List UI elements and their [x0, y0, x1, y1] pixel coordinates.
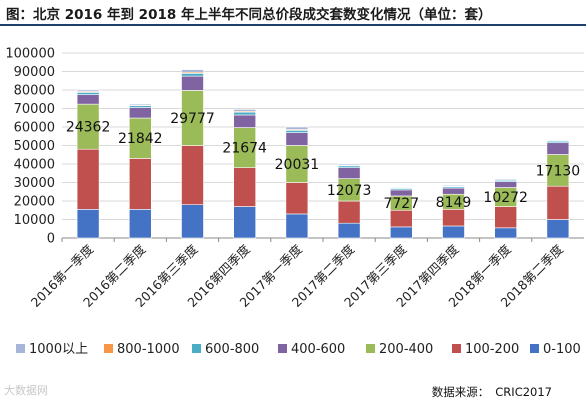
y-tick-label: 70000: [14, 102, 55, 117]
bar-segment: [181, 73, 204, 77]
bar-segment: [285, 182, 309, 215]
bar-segment: [181, 204, 204, 239]
legend-swatch: [16, 344, 25, 353]
title-divider: [0, 24, 586, 26]
source-value: CRIC2017: [495, 385, 552, 399]
bar-segment: [233, 167, 256, 207]
bar-segment: [389, 226, 413, 239]
data-label: 7727: [383, 196, 419, 212]
bar-segment: [233, 111, 256, 116]
bars: [76, 69, 570, 239]
y-tick-label: 10000: [14, 213, 55, 228]
data-label: 21842: [118, 131, 163, 147]
bar-segment: [337, 167, 361, 179]
bar-segment: [389, 186, 413, 189]
y-tick-label: 80000: [14, 84, 55, 99]
bar-segment: [546, 219, 570, 239]
bar-segment: [76, 89, 100, 92]
bar-segment: [337, 222, 361, 239]
bar-segment: [285, 213, 309, 239]
bar-segment: [76, 209, 100, 239]
y-tick-label: 100000: [5, 47, 55, 62]
y-tick-label: 60000: [14, 121, 55, 136]
bar-segment: [442, 187, 465, 195]
legend-swatch: [452, 344, 461, 353]
source-label: 数据来源：: [431, 385, 490, 399]
data-label: 24362: [66, 120, 111, 136]
bar-segment: [285, 126, 309, 130]
legend-swatch: [278, 344, 287, 353]
y-tick-label: 30000: [14, 176, 55, 191]
bar-segment: [129, 209, 152, 239]
legend-label: 800-1000: [117, 342, 180, 357]
data-label: 8149: [436, 195, 472, 211]
bar-segment: [76, 148, 100, 210]
bar-segment: [442, 209, 465, 227]
bar-segment: [494, 227, 518, 239]
data-label: 10272: [483, 190, 528, 206]
data-label: 12073: [327, 183, 372, 199]
bar-segment: [129, 107, 152, 119]
page-title: 图：北京 2016 年到 2018 年上半年不同总价段成交套数变化情况（单位：套…: [6, 7, 492, 23]
bar-segment: [233, 206, 256, 239]
bar-segment: [442, 225, 465, 239]
legend-label: 1000以上: [29, 342, 88, 357]
bar-segment: [76, 94, 100, 105]
bar-segment: [285, 132, 309, 146]
y-tick-label: 0: [47, 232, 55, 247]
bar-segment: [181, 75, 204, 91]
watermark: 大数据网: [4, 384, 48, 397]
legend: 1000以上 800-1000 600-800 400-600 200-400 100-2…: [16, 342, 581, 357]
bar-segment: [389, 189, 413, 197]
source-note: 数据来源： CRIC2017: [426, 384, 552, 400]
legend-swatch: [366, 344, 375, 353]
bar-segment: [181, 69, 204, 73]
bar-segment: [76, 92, 100, 95]
data-label: 20031: [275, 157, 320, 173]
bar-segment: [546, 142, 570, 155]
bar-segment: [129, 158, 152, 210]
y-tick-label: 90000: [14, 65, 55, 80]
legend-label: 200-400: [379, 342, 433, 357]
bar-segment: [442, 184, 465, 187]
bar-segment: [129, 103, 152, 106]
legend-swatch: [104, 344, 113, 353]
bar-segment: [233, 109, 256, 112]
legend-label: 400-600: [291, 342, 345, 357]
bar-segment: [181, 145, 204, 206]
legend-swatch: [192, 344, 201, 353]
legend-swatch: [530, 344, 539, 353]
bar-segment: [546, 139, 570, 141]
bar-segment: [494, 181, 518, 188]
data-labels: 24362 21842 29777 21674 20031 12073 7727 8149 10…: [66, 111, 580, 212]
bar-segment: [494, 206, 518, 229]
y-tick-label: 20000: [14, 195, 55, 210]
legend-label: 100-200: [465, 342, 519, 357]
bar-segment: [494, 178, 518, 181]
y-tick-label: 40000: [14, 158, 55, 173]
data-label: 17130: [536, 163, 581, 179]
bar-segment: [389, 209, 413, 228]
bar-segment: [337, 163, 361, 166]
data-label: 29777: [170, 111, 215, 127]
y-tick-label: 50000: [14, 139, 55, 154]
bar-segment: [546, 185, 570, 220]
bar-segment: [337, 200, 361, 224]
legend-label: 600-800: [205, 342, 259, 357]
bar-segment: [285, 130, 309, 133]
legend-label: 0-100: [543, 342, 581, 357]
data-label: 21674: [222, 141, 267, 157]
bar-segment: [233, 114, 256, 128]
